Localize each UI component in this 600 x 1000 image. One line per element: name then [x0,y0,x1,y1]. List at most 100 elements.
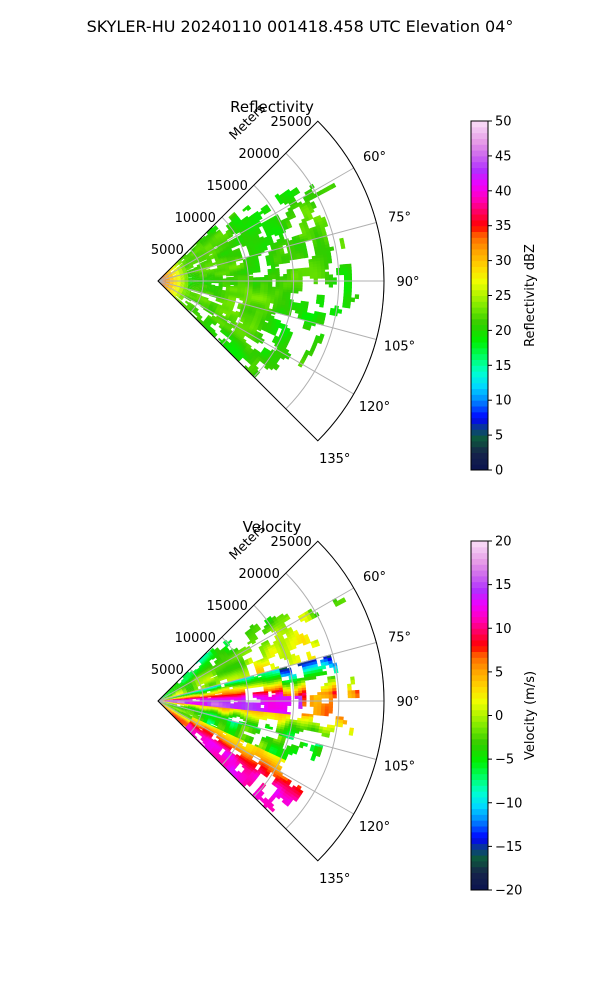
field-cell [212,243,217,247]
field-cell [186,267,191,271]
field-cell [205,233,210,238]
field-cell [165,278,170,280]
field-cell [182,270,188,273]
field-cell [217,290,223,293]
field-cell [223,248,228,252]
field-cell [270,223,276,229]
field-cell [182,267,187,271]
field-cell [180,277,185,279]
field-cell [187,254,192,258]
field-cell [188,264,194,268]
colorbar-segment [471,179,488,186]
field-cell [216,251,221,255]
field-cell [193,250,198,254]
field-cell [287,224,293,229]
field-cell [319,303,324,308]
field-cell [220,307,225,311]
field-cell [339,270,345,276]
field-cell [187,287,192,290]
field-cell [290,289,295,294]
field-cell [251,320,257,325]
field-cell [168,285,173,288]
field-cell [206,269,211,272]
field-cell [235,217,241,222]
field-cell [228,241,233,245]
field-cell [189,294,194,297]
field-cell [259,237,265,242]
field-cell [184,256,188,260]
field-cell [190,291,195,294]
reflectivity-grid [157,120,385,442]
field-cell [169,269,174,272]
field-cell [172,286,177,289]
field-cell [207,242,212,247]
field-cell [175,271,180,274]
field-cell [232,219,238,225]
field-cell [183,270,188,273]
field-cell [226,278,231,280]
field-cell [211,229,216,234]
colorbar-tick-label: 45 [495,149,512,164]
field-cell [180,285,185,287]
field-cell [205,246,210,251]
field-cell [243,215,249,221]
field-cell [324,271,330,276]
field-cell [191,285,197,287]
field-cell [217,267,222,270]
field-cell [220,252,226,256]
field-cell [222,257,228,261]
field-cell [178,260,182,264]
field-cell [206,268,211,271]
field-cell [186,270,192,273]
field-cell [172,283,178,286]
field-cell [192,248,197,252]
field-cell [201,248,207,253]
field-cell [182,269,187,272]
field-cell [195,252,200,256]
field-cell [178,269,183,273]
field-cell [236,218,242,224]
field-cell [267,225,273,230]
field-cell [168,284,173,287]
field-cell [169,267,173,271]
field-cell [256,697,261,700]
field-cell [243,237,248,242]
field-cell [228,295,233,299]
field-cell [296,255,301,260]
field-cell [184,284,189,286]
field-cell [230,223,236,228]
field-cell [208,263,213,266]
field-cell [298,287,303,292]
field-cell [218,278,223,281]
field-cell [167,271,171,275]
field-cell [227,233,233,237]
field-cell [175,263,180,267]
field-cell [180,275,185,277]
field-cell [161,277,166,280]
field-cell [216,235,221,240]
field-cell [230,283,235,286]
field-cell [225,305,230,309]
field-cell [208,237,213,242]
field-cell [197,248,202,253]
field-cell [199,244,204,249]
field-cell [276,218,282,224]
field-cell [172,276,178,279]
field-cell [172,266,177,270]
field-cell [191,271,196,274]
field-cell [253,216,259,221]
field-cell [266,262,272,266]
field-cell [263,236,269,241]
field-cell [205,291,211,295]
field-cell [214,302,219,306]
field-cell [175,288,180,291]
field-cell [184,275,189,277]
field-cell [196,254,201,258]
colorbar-segment [471,440,488,448]
field-cell [175,287,180,289]
field-cell [255,320,261,325]
field-cell [298,705,303,709]
field-cell [222,258,228,262]
field-cell [188,294,194,298]
field-cell [214,233,220,238]
